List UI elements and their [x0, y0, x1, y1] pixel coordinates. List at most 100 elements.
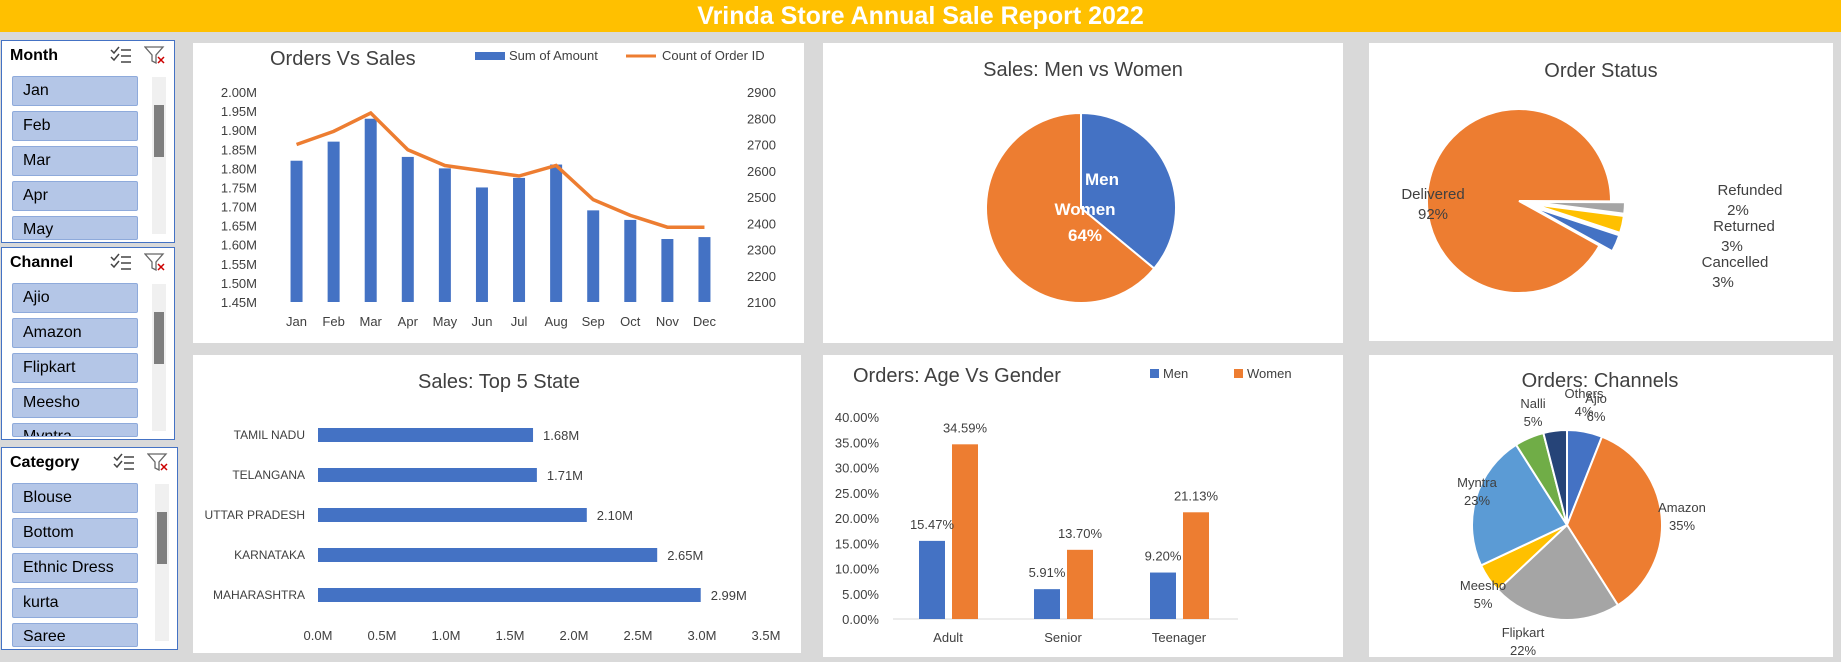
slicer-scrollbar[interactable] — [155, 484, 169, 641]
slicer-item-apr[interactable]: Apr — [12, 181, 138, 211]
pct-cancelled: 3% — [1712, 274, 1734, 291]
slice-myntra — [1471, 443, 1569, 567]
bar-state — [318, 548, 658, 562]
chart-title: Orders: Channels — [1522, 370, 1679, 392]
age-gender-panel: Orders: Age Vs Gender Men Women 0.00% 5.00% 1… — [823, 355, 1343, 657]
x-tick: Oct — [620, 314, 641, 329]
bar-amount — [661, 239, 674, 302]
label-delivered: Delivered — [1401, 186, 1464, 203]
x-tick: 0.0M — [304, 628, 333, 643]
data-label-women-pct: 64% — [1068, 226, 1102, 245]
bar-men — [1150, 572, 1176, 619]
slicer-category: Category Blouse Bottom Ethnic Dress kurta Sar… — [1, 447, 178, 650]
multi-select-icon[interactable] — [110, 46, 132, 64]
slicer-item-jan[interactable]: Jan — [12, 76, 138, 106]
slicer-item-ethnic-dress[interactable]: Ethnic Dress — [12, 553, 138, 583]
slicer-scroll-thumb[interactable] — [157, 512, 167, 564]
sales-men-women-chart: Sales: Men vs Women Men Women 64% — [983, 59, 1183, 304]
data-label-men: 15.47% — [910, 517, 955, 532]
slicer-title: Category — [10, 454, 80, 471]
data-label-men: 9.20% — [1145, 549, 1182, 564]
bar-amount — [475, 187, 488, 302]
slicer-item-bottom[interactable]: Bottom — [12, 518, 138, 548]
legend-label-amount: Sum of Amount — [509, 48, 598, 63]
y-tick: 35.00% — [835, 435, 880, 450]
y-left-tick: 1.75M — [221, 180, 257, 195]
slicer-item-may[interactable]: May — [12, 216, 138, 240]
data-label-women: 34.59% — [943, 420, 988, 435]
clear-filter-icon[interactable] — [147, 453, 169, 471]
slicer-scroll-thumb[interactable] — [154, 105, 164, 157]
x-tick: 3.5M — [752, 628, 781, 643]
bar-men — [919, 540, 945, 619]
slicer-item-kurta[interactable]: kurta — [12, 588, 138, 618]
slicer-item-saree[interactable]: Saree — [12, 623, 138, 647]
x-tick: 1.5M — [496, 628, 525, 643]
clear-filter-icon[interactable] — [144, 46, 166, 64]
slicer-item-amazon[interactable]: Amazon — [12, 318, 138, 348]
label-returned: Returned — [1713, 218, 1775, 235]
clear-filter-icon[interactable] — [144, 253, 166, 271]
slicer-scrollbar[interactable] — [152, 284, 166, 431]
pct-nalli: 5% — [1524, 414, 1543, 429]
age-gender-chart: Orders: Age Vs Gender Men Women 0.00% 5.00% 1… — [835, 365, 1292, 645]
slicer-item-myntra[interactable]: Myntra — [12, 423, 138, 437]
bar-state — [318, 508, 587, 522]
slicer-item-meesho[interactable]: Meesho — [12, 388, 138, 418]
pct-flipkart: 22% — [1510, 643, 1536, 657]
label-cancelled: Cancelled — [1702, 254, 1769, 271]
multi-select-icon[interactable] — [110, 253, 132, 271]
slice-women — [985, 111, 1156, 304]
data-label: 2.65M — [667, 548, 703, 563]
slice-cancelled — [1531, 205, 1621, 253]
y-left-tick: 1.90M — [221, 123, 257, 138]
y-right-tick: 2200 — [747, 269, 776, 284]
report-title-bar: Vrinda Store Annual Sale Report 2022 — [0, 0, 1841, 32]
chart-title: Order Status — [1544, 60, 1657, 82]
bar-state — [318, 428, 534, 442]
orders-channels-panel: Orders: Channels Ajio 6% Amazon 35% Flipkart 2… — [1369, 355, 1833, 658]
y-tick: 30.00% — [835, 461, 880, 476]
x-tick: Senior — [1044, 630, 1082, 645]
slicer-title: Channel — [10, 254, 74, 271]
x-tick: Jan — [286, 314, 307, 329]
slicer-item-flipkart[interactable]: Flipkart — [12, 353, 138, 383]
data-label-women: 21.13% — [1174, 488, 1219, 503]
legend-label-men: Men — [1163, 366, 1188, 381]
label-nalli: Nalli — [1520, 396, 1545, 411]
slicer-scrollbar[interactable] — [152, 77, 166, 234]
x-tick: Dec — [693, 314, 717, 329]
top-states-panel: Sales: Top 5 State TAMIL NADU 1.68M TELANGA… — [193, 355, 801, 653]
slicer-item-blouse[interactable]: Blouse — [12, 483, 138, 513]
data-label-women: Women — [1054, 200, 1115, 219]
y-right-tick: 2500 — [747, 190, 776, 205]
y-right-tick: 2300 — [747, 243, 776, 258]
pct-ajio: 6% — [1587, 409, 1606, 424]
slicer-toolbar — [113, 453, 169, 471]
y-tick: UTTAR PRADESH — [205, 508, 305, 522]
y-left-tick: 1.85M — [221, 142, 257, 157]
multi-select-icon[interactable] — [113, 453, 135, 471]
bar-amount — [438, 168, 451, 302]
report-title: Vrinda Store Annual Sale Report 2022 — [697, 1, 1144, 30]
slicer-scroll-thumb[interactable] — [154, 312, 164, 364]
slice-amazon — [1565, 435, 1663, 607]
label-ajio: Ajio — [1585, 391, 1607, 406]
x-tick: Jul — [511, 314, 528, 329]
top-states-chart: Sales: Top 5 State TAMIL NADU 1.68M TELANGA… — [205, 371, 781, 643]
y-left-tick: 1.50M — [221, 276, 257, 291]
x-tick: 2.5M — [624, 628, 653, 643]
data-label-men: 5.91% — [1029, 565, 1066, 580]
legend-swatch-men — [1150, 369, 1159, 378]
slice-others — [1542, 428, 1568, 526]
bar-amount — [513, 177, 526, 302]
slicer-toolbar — [110, 253, 166, 271]
slicer-item-ajio[interactable]: Ajio — [12, 283, 138, 313]
bar-amount — [698, 237, 711, 302]
slicer-item-mar[interactable]: Mar — [12, 146, 138, 176]
label-meesho: Meesho — [1460, 578, 1506, 593]
y-left-tick: 1.55M — [221, 257, 257, 272]
slicer-item-feb[interactable]: Feb — [12, 111, 138, 141]
chart-title: Sales: Top 5 State — [418, 371, 580, 393]
x-tick: 0.5M — [368, 628, 397, 643]
